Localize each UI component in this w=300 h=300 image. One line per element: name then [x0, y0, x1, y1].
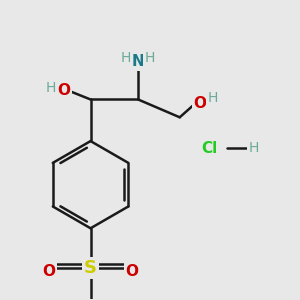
Text: H: H [145, 51, 155, 65]
Text: H: H [46, 81, 56, 94]
Text: N: N [132, 54, 145, 69]
Text: H: H [207, 92, 218, 106]
Text: H: H [121, 51, 131, 65]
Text: Cl: Cl [201, 140, 218, 155]
Text: O: O [193, 96, 206, 111]
Text: S: S [84, 259, 97, 277]
Text: O: O [126, 264, 139, 279]
Text: H: H [249, 141, 259, 155]
Text: O: O [42, 264, 56, 279]
Text: O: O [57, 83, 70, 98]
